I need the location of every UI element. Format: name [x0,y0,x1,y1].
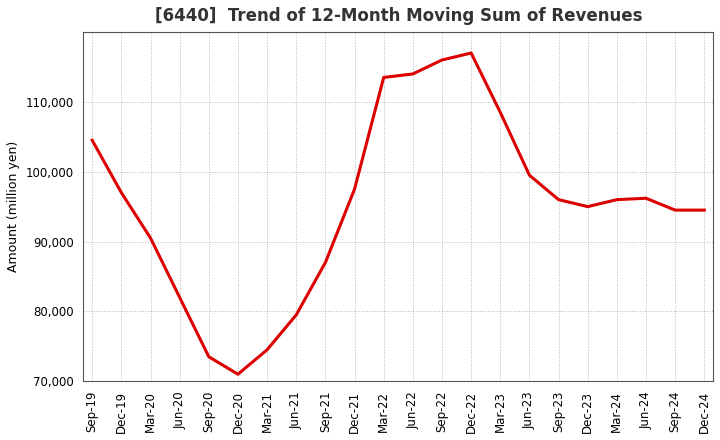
Title: [6440]  Trend of 12-Month Moving Sum of Revenues: [6440] Trend of 12-Month Moving Sum of R… [155,7,642,25]
Y-axis label: Amount (million yen): Amount (million yen) [7,141,20,272]
